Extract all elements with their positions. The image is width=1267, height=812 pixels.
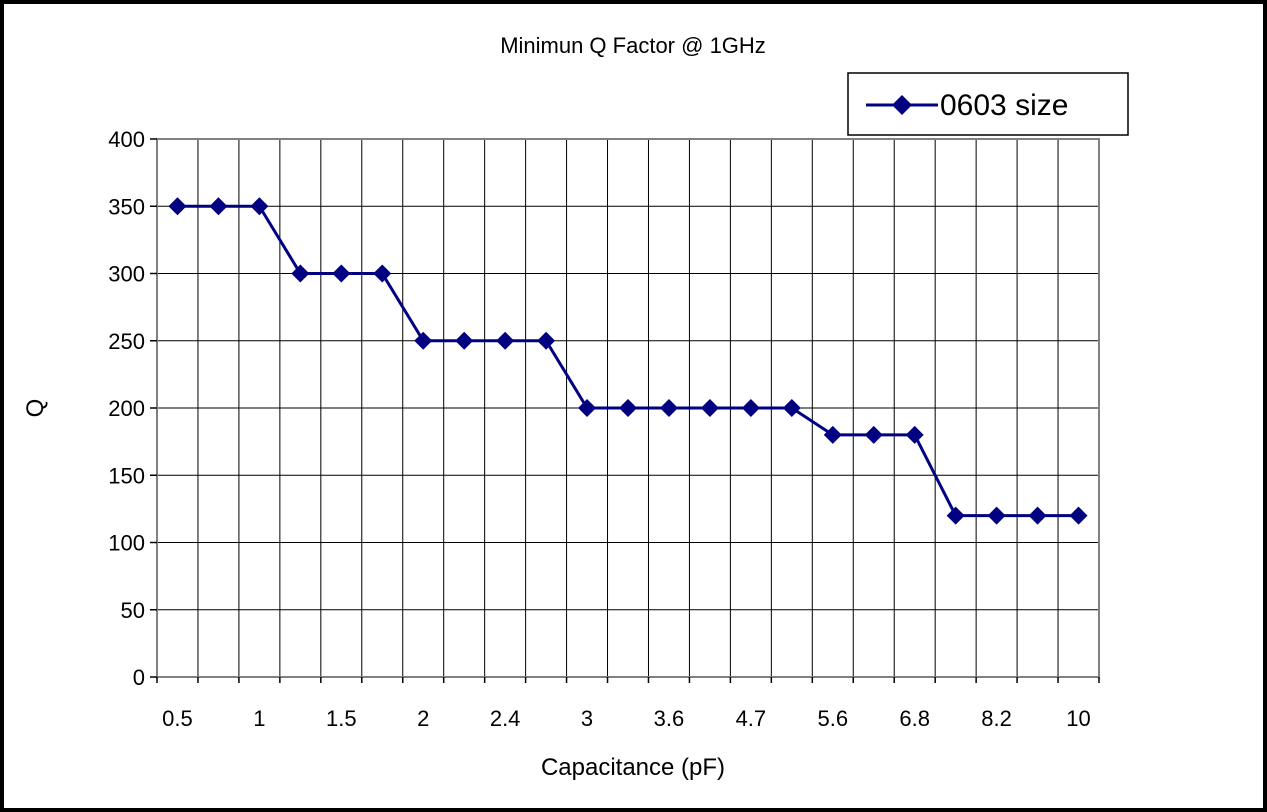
y-tick-label: 0 — [133, 665, 145, 690]
legend-marker — [892, 95, 912, 115]
plot-area: 0 50 100 150 200 250 300 350 400 0.5 1 1.5 2 2.4 3 3.6… — [108, 127, 1100, 731]
legend: 0603 size — [847, 72, 1129, 136]
data-point-marker — [1069, 506, 1088, 525]
data-point-marker — [987, 506, 1006, 525]
data-point-marker — [782, 399, 801, 417]
x-tick-label: 2.4 — [490, 706, 521, 731]
data-point-marker — [455, 331, 474, 350]
data-point-marker — [946, 506, 965, 525]
y-tick-label: 200 — [108, 396, 145, 421]
data-point-marker — [537, 331, 556, 350]
legend-label: 0603 size — [940, 89, 1068, 122]
y-tick-label: 250 — [108, 329, 145, 354]
y-axis-label: Q — [22, 399, 49, 418]
data-point-marker — [578, 399, 597, 417]
data-point-marker — [496, 331, 515, 350]
data-point-marker — [823, 425, 842, 444]
y-tick-label: 400 — [108, 127, 145, 152]
x-tick-label: 6.8 — [899, 706, 930, 731]
x-tick-label: 2 — [417, 706, 429, 731]
data-point-marker — [414, 331, 433, 350]
x-axis-label: Capacitance (pF) — [541, 754, 725, 781]
y-tick-label: 50 — [121, 598, 145, 623]
y-axis-ticks: 0 50 100 150 200 250 300 350 400 — [108, 127, 157, 690]
series-group — [168, 197, 1088, 525]
x-tick-label: 8.2 — [981, 706, 1012, 731]
x-tick-label: 3.6 — [654, 706, 685, 731]
data-point-marker — [700, 399, 719, 417]
y-tick-label: 350 — [108, 194, 145, 219]
data-point-marker — [373, 264, 392, 283]
data-point-marker — [1028, 506, 1047, 525]
data-point-marker — [864, 425, 883, 444]
data-point-marker — [291, 264, 310, 283]
data-point-marker — [332, 264, 351, 283]
x-tick-label: 4.7 — [736, 706, 767, 731]
y-tick-label: 300 — [108, 262, 145, 287]
x-tick-label: 1.5 — [326, 706, 357, 731]
y-tick-label: 100 — [108, 531, 145, 556]
x-tick-label: 1 — [253, 706, 265, 731]
chart-title: Minimun Q Factor @ 1GHz — [500, 33, 766, 58]
x-tick-label: 3 — [581, 706, 593, 731]
data-point-marker — [905, 425, 924, 444]
x-tick-label: 5.6 — [817, 706, 848, 731]
data-point-marker — [741, 399, 760, 417]
data-point-marker — [619, 399, 637, 417]
data-point-marker — [168, 197, 187, 216]
data-point-marker — [250, 197, 269, 216]
x-tick-label: 0.5 — [162, 706, 193, 731]
data-point-marker — [659, 399, 678, 417]
x-tick-label: 10 — [1066, 706, 1090, 731]
data-point-marker — [209, 197, 228, 216]
x-axis-ticks: 0.5 1 1.5 2 2.4 3 3.6 4.7 5.6 6.8 8.2 10 — [156, 677, 1100, 731]
y-tick-label: 150 — [108, 463, 145, 488]
